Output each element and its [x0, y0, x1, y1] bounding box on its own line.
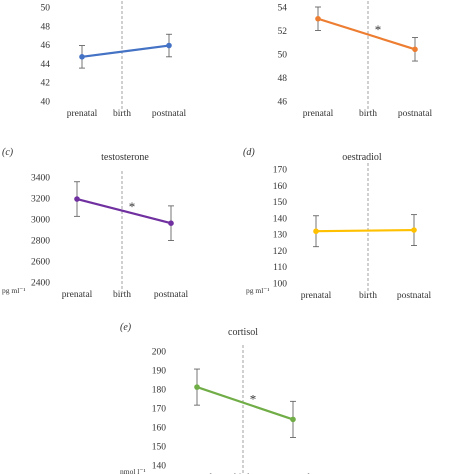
x-category-label: postnatal: [398, 109, 433, 119]
x-category-label: postnatal: [152, 109, 187, 119]
panel-letter: (e): [120, 322, 132, 333]
data-point: [412, 46, 418, 53]
series-line: [196, 386, 294, 421]
y-tick-label: 160: [273, 182, 288, 192]
y-tick-label: 180: [152, 386, 167, 396]
y-tick-label: 3400: [31, 174, 50, 184]
y-tick-label: 2400: [31, 279, 50, 289]
y-tick-label: 52: [278, 27, 288, 37]
panel-c-testosterone: 2400 2600 2800 3000 3200 3400 prenatal birth pos…: [2, 147, 189, 300]
y-tick-label: 2800: [31, 237, 50, 247]
x-category-label: prenatal: [67, 109, 98, 119]
y-tick-label: 50: [278, 51, 288, 61]
x-category-label: birth: [359, 291, 377, 301]
y-tick-label: 100: [273, 280, 288, 290]
data-point: [290, 416, 296, 423]
panel-title: testosterone: [101, 152, 149, 163]
y-tick-label: 54: [278, 4, 288, 14]
series-line: [315, 228, 415, 233]
y-tick-label: 200: [152, 348, 167, 358]
unit-label: nmol l⁻¹: [120, 467, 146, 474]
y-tick-label: 190: [152, 367, 167, 377]
data-point: [166, 42, 172, 49]
panel-letter: (c): [2, 147, 14, 158]
y-tick-label: 150: [273, 198, 288, 208]
x-category-label: birth: [113, 109, 131, 119]
y-tick-label: 140: [273, 214, 288, 224]
y-tick-label: 170: [273, 166, 288, 176]
y-tick-label: 170: [152, 405, 167, 415]
y-tick-label: 3200: [31, 195, 50, 205]
y-tick-label: 140: [152, 462, 167, 472]
data-point: [194, 384, 200, 390]
x-category-label: prenatal: [301, 291, 332, 301]
data-point: [168, 220, 174, 226]
y-tick-label: 46: [41, 41, 51, 51]
y-tick-label: 130: [273, 231, 288, 241]
y-tick-label: 50: [41, 4, 51, 14]
data-point: [79, 54, 85, 60]
series-line: [317, 17, 416, 51]
y-tick-label: 44: [41, 60, 51, 70]
panel-b: 46 48 50 52 54 prenatal birth postnatal *: [278, 1, 433, 119]
significance-asterisk: *: [375, 22, 382, 37]
series-line: [76, 197, 172, 225]
series-line: [81, 44, 170, 58]
data-point: [411, 227, 417, 233]
panel-title: cortisol: [228, 327, 258, 338]
panel-title: oestradiol: [342, 152, 382, 163]
significance-asterisk: *: [129, 199, 136, 214]
y-tick-label: 110: [273, 263, 287, 273]
x-category-label: postnatal: [154, 290, 189, 300]
significance-asterisk: *: [250, 391, 257, 406]
panel-a: 40 42 44 46 48 50 prenatal birth postnatal: [41, 1, 187, 119]
data-point: [74, 196, 80, 202]
y-tick-label: 160: [152, 424, 167, 434]
panel-d-oestradiol: 100 110 120 130 140 150 160 170 prenatal birth pos…: [243, 147, 432, 301]
unit-label: pg ml⁻¹: [2, 286, 26, 295]
y-tick-label: 48: [278, 74, 288, 84]
x-category-label: prenatal: [303, 109, 334, 119]
data-point: [313, 228, 319, 235]
x-category-label: prenatal: [62, 290, 93, 300]
y-tick-label: 150: [152, 443, 167, 453]
y-tick-label: 2600: [31, 258, 50, 268]
unit-label: pg ml⁻¹: [246, 286, 270, 295]
x-category-label: birth: [113, 290, 131, 300]
panel-e-cortisol: 140150160170180190200prenatalbirthpostna…: [120, 322, 311, 474]
y-tick-label: 40: [41, 98, 51, 108]
y-tick-label: 3000: [31, 216, 50, 226]
y-tick-label: 120: [273, 247, 288, 257]
data-point: [315, 15, 321, 22]
x-category-label: birth: [359, 109, 377, 119]
panel-letter: (d): [243, 147, 255, 158]
x-category-label: postnatal: [397, 291, 432, 301]
y-tick-label: 46: [278, 98, 288, 108]
y-tick-label: 48: [41, 22, 51, 32]
y-tick-label: 42: [41, 79, 51, 89]
